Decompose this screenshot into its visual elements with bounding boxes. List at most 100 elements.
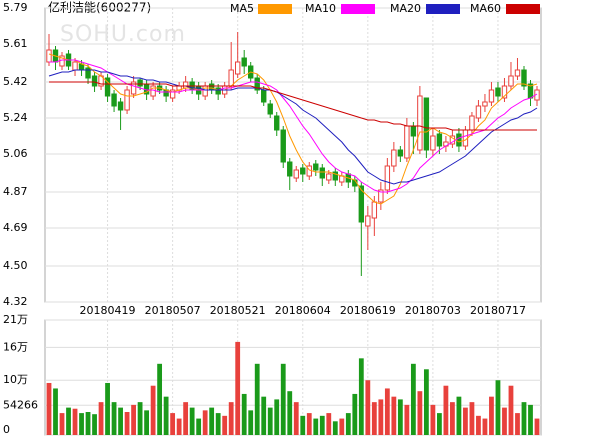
candle-body (430, 135, 436, 151)
legend-swatch (506, 4, 540, 14)
volume-bar (118, 407, 123, 435)
legend-label: MA60 (470, 2, 501, 15)
volume-bar (326, 413, 332, 435)
x-tick-label: 20180604 (275, 304, 331, 317)
volume-bar (163, 396, 169, 435)
x-tick-label: 20180703 (405, 304, 461, 317)
volume-bar (345, 413, 351, 435)
volume-bar (59, 413, 65, 435)
volume-bar (352, 393, 358, 435)
volume-bar (358, 358, 364, 435)
volume-tick-label: 10万 (3, 373, 28, 386)
candle-body (104, 77, 111, 97)
candle-body (508, 75, 514, 87)
volume-bar (489, 396, 494, 435)
candle-body (384, 165, 391, 191)
volume-bar (508, 385, 514, 435)
y-tick-label: 5.24 (3, 111, 28, 124)
candle-body (293, 169, 299, 179)
candle-body (241, 57, 247, 67)
candle-body (274, 115, 280, 131)
volume-bar (248, 410, 254, 435)
volume-bar (280, 363, 286, 435)
candle-body (117, 101, 124, 111)
volume-bar (235, 341, 241, 435)
volume-bar (495, 380, 501, 435)
volume-bar (228, 402, 234, 435)
volume-bar (482, 418, 488, 435)
candle-body (495, 87, 501, 97)
volume-bar (92, 414, 97, 435)
volume-bar (111, 402, 117, 435)
volume-bar (98, 402, 104, 435)
volume-bar (46, 382, 52, 435)
volume-bar (157, 363, 163, 435)
x-tick-label: 20180717 (470, 304, 526, 317)
volume-bar (319, 415, 325, 435)
candle-body (326, 173, 332, 181)
candle-body (313, 163, 319, 171)
y-tick-label: 4.69 (3, 221, 28, 234)
candle-body (137, 79, 143, 87)
candle-body (371, 201, 378, 219)
candle-body (234, 61, 241, 75)
volume-bar (293, 402, 299, 435)
legend-swatch (426, 4, 460, 14)
volume-bar (79, 413, 84, 435)
volume-bar (124, 412, 130, 435)
volume-tick-label: 0 (3, 423, 10, 436)
volume-tick-label: 16万 (3, 340, 28, 353)
volume-bar (105, 382, 110, 435)
volume-bar (404, 404, 410, 435)
volume-bar (534, 418, 540, 435)
legend-swatch (258, 4, 292, 14)
ma-line (49, 59, 538, 193)
ma-line (49, 81, 537, 131)
candle-body (254, 77, 260, 91)
candle-body (208, 83, 215, 91)
candle-body (46, 49, 52, 63)
candle-body (417, 95, 423, 151)
volume-bar (66, 407, 71, 435)
candle-body (72, 61, 78, 71)
y-tick-label: 5.79 (3, 1, 28, 14)
candle-body (410, 125, 417, 137)
volume-bar (85, 412, 91, 435)
x-tick-label: 20180507 (145, 304, 201, 317)
volume-bar (502, 407, 507, 435)
volume-bar (222, 415, 228, 435)
candle-body (300, 167, 306, 175)
volume-bar (313, 418, 319, 435)
y-tick-label: 4.50 (3, 259, 28, 272)
candle-body (182, 81, 189, 89)
volume-bar (443, 385, 449, 435)
candle-body (130, 81, 137, 95)
candle-body (456, 133, 462, 147)
volume-bar (267, 407, 273, 435)
volume-bar (53, 388, 58, 435)
volume-bar (469, 402, 475, 435)
candle-body (267, 103, 273, 115)
volume-bar (202, 410, 208, 435)
legend-label: MA5 (230, 2, 254, 15)
x-tick-label: 20180419 (80, 304, 136, 317)
candle-body (169, 89, 176, 99)
y-tick-label: 5.42 (3, 75, 28, 88)
volume-bar (365, 380, 371, 435)
volume-bar (410, 363, 416, 435)
volume-bar (241, 393, 247, 435)
volume-bar (463, 407, 468, 435)
y-tick-label: 5.61 (3, 37, 28, 50)
candle-body (501, 85, 508, 99)
volume-bar (215, 413, 221, 435)
watermark: SOHU.com (60, 22, 186, 47)
volume-bar (476, 415, 481, 435)
legend-swatch (341, 4, 375, 14)
x-tick-label: 20180521 (210, 304, 266, 317)
candle-body (449, 135, 456, 145)
volume-bar (332, 421, 338, 435)
volume-tick-label: 54266 (3, 398, 38, 411)
candle-body (397, 149, 404, 157)
candle-body (280, 129, 286, 163)
candle-body (423, 97, 430, 151)
